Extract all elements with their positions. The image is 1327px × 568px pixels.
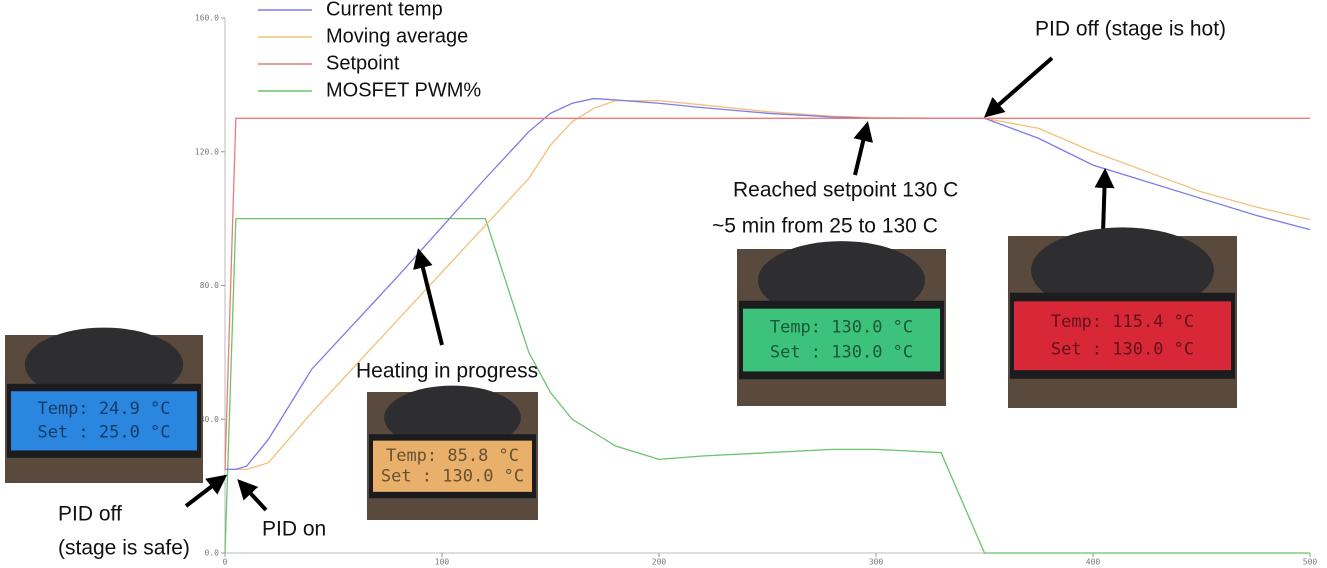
annotation: PID off (stage is hot) <box>1035 18 1226 41</box>
y-tick-label: 40.0 <box>200 415 219 424</box>
arrow <box>983 56 1054 118</box>
x-tick-label: 0 <box>223 558 228 567</box>
annotation: Heating in progress <box>356 360 538 383</box>
lcd-screen <box>1014 301 1231 371</box>
annotation: PID off <box>58 503 122 526</box>
x-tick-label: 300 <box>869 558 884 567</box>
lcd-text: Temp: 130.0 °C <box>770 318 913 338</box>
series-line <box>225 99 1311 471</box>
lcd-text: Temp: 115.4 °C <box>1051 312 1194 332</box>
legend-label: Moving average <box>326 25 468 47</box>
lcd-text: Set : 130.0 °C <box>770 343 913 363</box>
photo-object <box>757 241 926 320</box>
lcd-screen <box>373 440 532 492</box>
arrow <box>413 248 444 346</box>
y-tick-label: 160.0 <box>195 14 219 23</box>
y-tick-label: 80.0 <box>200 281 219 290</box>
x-tick-label: 500 <box>1303 558 1318 567</box>
y-tick-label: 0.0 <box>205 549 220 558</box>
lcd-text: Set : 25.0 °C <box>37 423 170 443</box>
lcd-text: Temp: 85.8 °C <box>386 446 519 466</box>
x-tick-label: 200 <box>652 558 667 567</box>
photo-object <box>384 385 521 450</box>
x-tick-label: 100 <box>435 558 450 567</box>
annotation: Reached setpoint 130 C <box>733 179 958 202</box>
annotation: (stage is safe) <box>58 537 190 560</box>
lcd-photo: Temp: 130.0 °C Set : 130.0 °C <box>737 241 946 406</box>
lcd-text: Set : 130.0 °C <box>1051 340 1194 360</box>
y-tick-label: 120.0 <box>195 147 219 156</box>
series-line <box>224 217 1310 554</box>
lcd-text: Set : 130.0 °C <box>381 466 524 486</box>
legend-label: MOSFET PWM% <box>326 79 481 101</box>
photo-object <box>1030 227 1215 314</box>
legend-label: Setpoint <box>326 52 400 74</box>
annotation: ~5 min from 25 to 130 C <box>712 215 938 238</box>
legend-label: Current temp <box>326 0 443 20</box>
series-line <box>225 97 1311 471</box>
lcd-screen <box>743 308 940 372</box>
x-tick-label: 400 <box>1086 558 1101 567</box>
photo-object <box>24 327 184 402</box>
series-line <box>224 117 1310 470</box>
annotation: PID on <box>262 518 326 541</box>
lcd-screen <box>11 391 197 451</box>
lcd-photo: Temp: 24.9 °C Set : 25.0 °C <box>5 327 203 483</box>
lcd-photo: Temp: 115.4 °C Set : 130.0 °C <box>1008 227 1237 408</box>
arrow <box>853 121 873 176</box>
arrow <box>1094 168 1115 234</box>
plot-area: 0.0 40.0 80.0 120.0 160.0 0 100 200 300 400 500 Cur… <box>195 0 1318 567</box>
lcd-text: Temp: 24.9 °C <box>37 399 170 419</box>
arrow <box>237 479 268 512</box>
arrow <box>184 474 228 508</box>
